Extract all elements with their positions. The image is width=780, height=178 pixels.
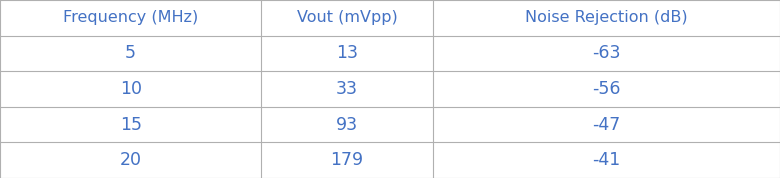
- Text: -41: -41: [592, 151, 621, 169]
- Text: Vout (mVpp): Vout (mVpp): [296, 10, 398, 25]
- Text: 15: 15: [119, 116, 142, 134]
- Text: -47: -47: [592, 116, 621, 134]
- Text: Noise Rejection (dB): Noise Rejection (dB): [525, 10, 688, 25]
- Text: 20: 20: [119, 151, 142, 169]
- Text: 5: 5: [125, 44, 136, 62]
- Text: -63: -63: [592, 44, 621, 62]
- Text: -56: -56: [592, 80, 621, 98]
- Text: 33: 33: [336, 80, 358, 98]
- Text: 10: 10: [119, 80, 142, 98]
- Text: 13: 13: [336, 44, 358, 62]
- Text: 93: 93: [336, 116, 358, 134]
- Text: Frequency (MHz): Frequency (MHz): [63, 10, 198, 25]
- Text: 179: 179: [331, 151, 363, 169]
